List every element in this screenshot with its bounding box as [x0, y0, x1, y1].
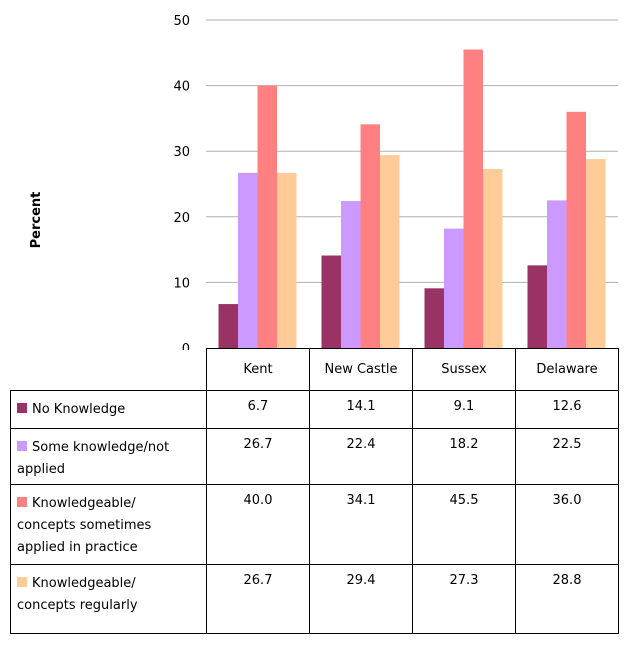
legend-label: applied in practice [17, 540, 138, 555]
bar-new-castle-series-3 [380, 155, 400, 348]
bar-new-castle-series-0 [321, 255, 341, 348]
legend-swatch [17, 497, 27, 507]
data-label: 12.6 [515, 390, 619, 429]
bar-kent-series-0 [218, 304, 238, 348]
legend-label: Knowledgeable/ [32, 496, 136, 511]
legend-label: No Knowledge [32, 402, 126, 417]
bar-kent-series-2 [257, 85, 277, 348]
legend-entry: Knowledgeable/concepts sometimes applied … [10, 484, 207, 565]
y-axis-ticks: 0 10 20 30 40 50 [173, 14, 190, 350]
bar-kent-series-1 [238, 172, 258, 348]
y-tick-label: 20 [173, 211, 190, 226]
data-label: 22.4 [309, 428, 413, 485]
data-table: Kent New Castle Sussex Delaware No Knowledge… [10, 348, 619, 634]
category-label: New Castle [309, 348, 413, 391]
table-corner [10, 348, 207, 391]
y-tick-label: 10 [173, 276, 190, 291]
category-label: Delaware [515, 348, 619, 391]
bar-delaware-series-1 [547, 200, 567, 348]
data-label: 36.0 [515, 484, 619, 565]
table-row: Some knowledge/not applied 26.7 22.4 18.2 22.… [10, 428, 619, 485]
y-tick-label: 50 [173, 14, 190, 29]
category-label: Sussex [412, 348, 516, 391]
legend-label: Some knowledge/not [32, 440, 170, 455]
bar-sussex-series-2 [463, 49, 483, 349]
bar-kent-series-3 [277, 172, 297, 348]
y-tick-label: 40 [173, 80, 190, 95]
data-label: 28.8 [515, 564, 619, 634]
category-label: Kent [206, 348, 310, 391]
data-label: 29.4 [309, 564, 413, 634]
table-row: No Knowledge 6.7 14.1 9.1 12.6 [10, 390, 619, 429]
legend-entry: No Knowledge [10, 390, 207, 429]
legend-swatch [17, 441, 27, 451]
data-label: 14.1 [309, 390, 413, 429]
bar-sussex-series-3 [483, 168, 503, 348]
data-label: 40.0 [206, 484, 310, 565]
legend-swatch [17, 577, 27, 587]
bar-delaware-series-0 [527, 265, 547, 348]
bar-chart: 0 10 20 30 40 50 Percent [29, 14, 618, 350]
data-label: 18.2 [412, 428, 516, 485]
legend-swatch [17, 403, 27, 413]
bar-delaware-series-2 [566, 111, 586, 348]
bar-new-castle-series-2 [360, 124, 380, 348]
data-label: 27.3 [412, 564, 516, 634]
bar-new-castle-series-1 [341, 201, 361, 348]
legend-entry: Some knowledge/not applied [10, 428, 207, 485]
table-row: Knowledgeable/concepts regularly 26.7 29.4… [10, 564, 619, 634]
data-label: 22.5 [515, 428, 619, 485]
data-label: 9.1 [412, 390, 516, 429]
data-label: 6.7 [206, 390, 310, 429]
y-axis-label: Percent [29, 192, 44, 249]
legend-entry: Knowledgeable/concepts regularly [10, 564, 207, 634]
data-label: 45.5 [412, 484, 516, 565]
bars [218, 49, 606, 349]
table-header-row: Kent New Castle Sussex Delaware [10, 348, 619, 391]
bar-sussex-series-0 [424, 288, 444, 348]
bar-delaware-series-3 [586, 159, 606, 348]
data-label: 26.7 [206, 428, 310, 485]
legend-label: concepts sometimes [17, 518, 152, 533]
y-tick-label: 0 [182, 342, 190, 350]
legend-label: concepts regularly [17, 598, 138, 613]
data-label: 26.7 [206, 564, 310, 634]
bar-sussex-series-1 [444, 228, 464, 348]
legend-label: applied [17, 462, 65, 477]
table-row: Knowledgeable/concepts sometimes applied … [10, 484, 619, 565]
y-tick-label: 30 [173, 145, 190, 160]
legend-label: Knowledgeable/ [32, 576, 136, 591]
data-label: 34.1 [309, 484, 413, 565]
